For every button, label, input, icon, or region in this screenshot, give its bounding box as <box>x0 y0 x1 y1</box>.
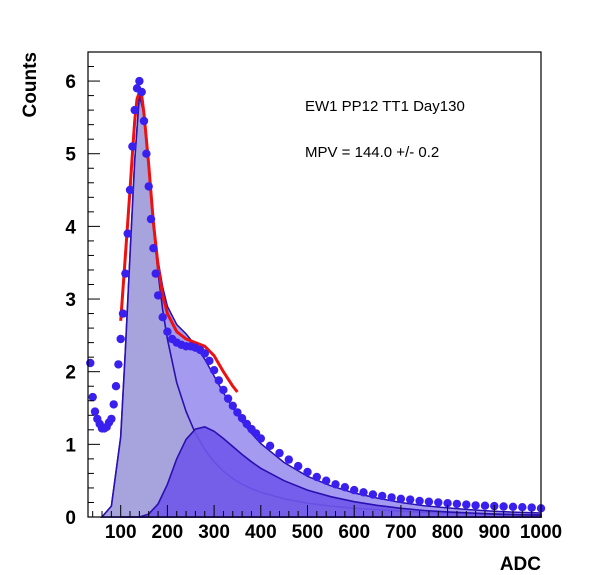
data-point <box>214 376 223 385</box>
data-point <box>153 291 163 300</box>
data-point <box>237 414 247 423</box>
data-point <box>146 214 156 224</box>
data-point <box>135 76 144 86</box>
data-point <box>452 499 462 509</box>
annotation-mpv: MPV = 144.0 +/- 0.2 <box>305 144 439 161</box>
data-point <box>88 392 97 402</box>
x-tick-label: 700 <box>385 522 417 543</box>
x-tick-label: 500 <box>292 522 324 543</box>
x-tick-label: 1000 <box>520 522 562 543</box>
data-point <box>415 496 424 506</box>
data-point <box>144 182 153 191</box>
data-point <box>340 483 350 492</box>
y-tick-label: 4 <box>65 217 76 238</box>
data-point <box>471 501 480 510</box>
data-point <box>303 467 312 477</box>
x-tick-label: 800 <box>432 522 464 543</box>
data-point <box>86 358 95 368</box>
data-point <box>158 313 167 322</box>
data-point <box>396 494 406 503</box>
data-point <box>149 244 158 253</box>
data-point <box>424 497 434 506</box>
fit-layer <box>119 90 239 393</box>
data-point <box>118 309 128 318</box>
data-point <box>443 499 452 508</box>
y-axis-title: Counts <box>20 52 41 117</box>
data-point <box>111 382 121 391</box>
data-point <box>209 366 219 375</box>
data-point <box>265 441 275 450</box>
data-point <box>499 502 508 511</box>
data-point <box>109 400 118 409</box>
data-point <box>508 502 518 511</box>
data-point <box>331 480 340 489</box>
data-point <box>387 493 396 502</box>
data-point <box>294 461 303 471</box>
x-tick-label: 900 <box>478 522 510 543</box>
data-point <box>205 356 214 365</box>
data-point <box>90 407 100 416</box>
data-point <box>284 455 293 464</box>
data-point <box>219 385 228 395</box>
data-point <box>121 269 130 278</box>
data-point <box>223 394 233 403</box>
fit-curve <box>119 90 239 393</box>
x-axis: 100 200 300 400 500 600 700 800 900 1000 <box>92 505 562 543</box>
points-layer <box>86 76 546 513</box>
data-point <box>462 500 471 509</box>
data-point <box>142 149 151 158</box>
y-tick-label: 5 <box>65 145 76 166</box>
data-point <box>200 349 209 358</box>
data-point <box>406 495 415 504</box>
data-point <box>228 401 237 410</box>
data-point <box>151 269 160 278</box>
data-point <box>125 185 135 195</box>
x-tick-label: 400 <box>245 522 277 543</box>
y-tick-label: 3 <box>65 290 76 311</box>
x-tick-label: 100 <box>105 522 137 543</box>
data-point <box>527 503 536 512</box>
data-point <box>233 408 242 417</box>
x-axis-title: ADC <box>500 554 541 575</box>
x-tick-label: 600 <box>338 522 370 543</box>
second-component-area <box>120 426 542 518</box>
data-point <box>114 360 123 369</box>
data-point <box>137 87 146 97</box>
data-point <box>359 488 368 497</box>
x-tick-label: 200 <box>152 522 184 543</box>
data-point <box>123 229 132 238</box>
data-point <box>518 503 527 512</box>
data-point <box>256 434 265 443</box>
data-point <box>480 501 490 510</box>
data-point <box>350 485 359 495</box>
data-point <box>139 116 149 126</box>
y-tick-label: 2 <box>65 363 76 384</box>
data-point <box>163 327 172 336</box>
data-point <box>322 476 331 485</box>
data-point <box>378 491 387 501</box>
data-point <box>275 448 284 458</box>
y-tick-label: 6 <box>65 72 76 93</box>
data-point <box>116 334 125 344</box>
x-tick-label: 300 <box>198 522 230 543</box>
annotation-run-label: EW1 PP12 TT1 Day130 <box>305 98 465 115</box>
data-point <box>130 105 139 115</box>
data-point <box>434 498 443 507</box>
data-point <box>128 142 137 151</box>
data-point <box>312 472 321 482</box>
data-point <box>107 414 116 424</box>
data-point <box>368 490 378 499</box>
y-axis: 0 1 2 3 4 5 6 <box>65 51 100 529</box>
y-tick-label: 0 <box>65 508 76 529</box>
y-tick-label: 1 <box>65 435 76 456</box>
